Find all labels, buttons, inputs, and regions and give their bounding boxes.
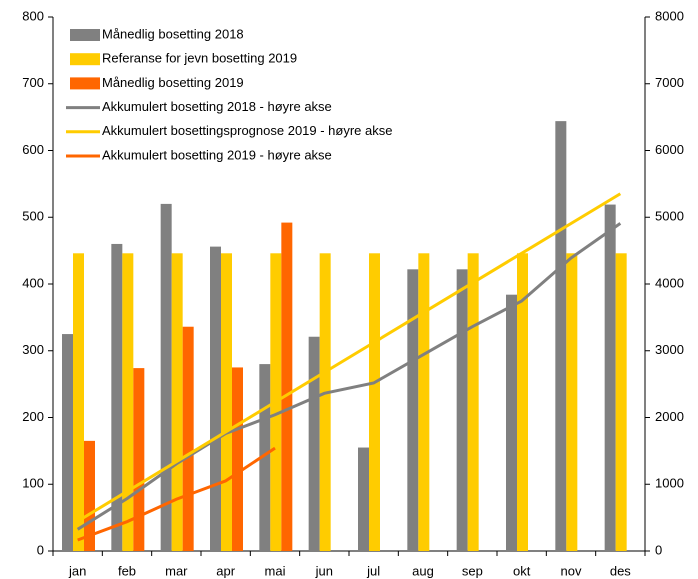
bar <box>182 326 194 551</box>
bar <box>506 294 517 551</box>
x-tick-label: jan <box>68 563 86 578</box>
bar <box>111 243 123 551</box>
line <box>76 192 622 523</box>
line <box>76 222 622 531</box>
y-tick-label: 800 <box>22 8 44 23</box>
y2-tick-label: 2000 <box>655 409 684 424</box>
y-tick-label: 0 <box>37 542 44 557</box>
legend-swatch <box>70 77 100 90</box>
x-tick-label: okt <box>513 563 531 578</box>
y2-tick-label: 5000 <box>655 209 684 224</box>
bar <box>160 203 172 551</box>
y-tick-label: 600 <box>22 142 44 157</box>
x-tick-label: jul <box>366 563 380 578</box>
bar <box>467 253 479 552</box>
bar <box>73 253 84 552</box>
y-tick-label: 100 <box>22 476 44 491</box>
legend-label: Månedlig bosetting 2019 <box>102 75 244 90</box>
y-tick-label: 300 <box>22 342 44 357</box>
x-tick-label: nov <box>561 563 582 578</box>
bar <box>407 269 419 551</box>
bar <box>555 121 567 551</box>
x-tick-label: feb <box>118 563 136 578</box>
y-tick-label: 700 <box>22 75 44 90</box>
bar <box>259 364 271 551</box>
bar <box>171 253 183 552</box>
y2-tick-label: 6000 <box>655 142 684 157</box>
legend-swatch <box>70 53 100 66</box>
bar <box>358 447 369 551</box>
bar <box>308 336 320 551</box>
bar <box>566 253 578 552</box>
x-tick-label: mar <box>165 563 188 578</box>
x-tick-label: mai <box>265 563 286 578</box>
y2-tick-label: 1000 <box>655 476 684 491</box>
x-tick-label: des <box>610 563 631 578</box>
y-tick-label: 500 <box>22 209 44 224</box>
bar <box>62 334 73 551</box>
legend-label: Akkumulert bosetting 2018 - høyre akse <box>102 99 332 114</box>
x-tick-label: apr <box>216 563 235 578</box>
bar <box>369 253 380 552</box>
legend-label: Månedlig bosetting 2018 <box>102 26 244 41</box>
legend-swatch <box>70 29 100 41</box>
x-tick-label: aug <box>412 563 434 578</box>
y2-tick-label: 3000 <box>655 342 684 357</box>
bar <box>456 269 468 551</box>
y-tick-label: 200 <box>22 409 44 424</box>
bar <box>517 253 528 552</box>
y-tick-label: 400 <box>22 275 44 290</box>
bar <box>210 246 221 551</box>
bar <box>122 253 134 552</box>
y2-tick-label: 4000 <box>655 275 684 290</box>
bar <box>84 440 95 551</box>
bar <box>221 253 232 552</box>
bar <box>281 222 293 551</box>
y2-tick-label: 7000 <box>655 75 684 90</box>
y2-tick-label: 0 <box>655 542 662 557</box>
bar <box>418 253 430 552</box>
bar <box>232 367 243 551</box>
line <box>77 446 276 542</box>
bar <box>133 368 145 551</box>
legend-label: Referanse for jevn bosetting 2019 <box>102 51 297 66</box>
bar <box>615 253 627 552</box>
x-tick-label: sep <box>462 563 483 578</box>
bar <box>604 204 616 551</box>
bar <box>319 253 331 552</box>
legend-label: Akkumulert bosettingsprognose 2019 - høy… <box>102 123 393 138</box>
x-tick-label: jun <box>315 563 333 578</box>
y2-tick-label: 8000 <box>655 8 684 23</box>
legend-label: Akkumulert bosetting 2019 - høyre akse <box>102 147 332 162</box>
